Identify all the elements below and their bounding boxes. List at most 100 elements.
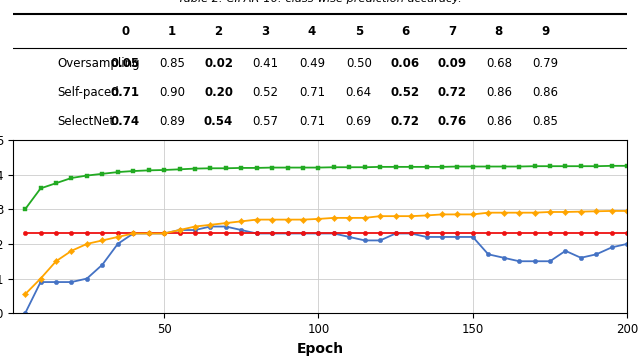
unlabeled confused bbox=[361, 216, 369, 220]
labeled confused bbox=[129, 231, 137, 236]
Text: 9: 9 bbox=[541, 25, 550, 38]
unlabeled confused bbox=[422, 213, 430, 218]
labeled confused bbox=[21, 311, 29, 315]
Text: 0.49: 0.49 bbox=[299, 57, 325, 70]
labeled confused bbox=[114, 242, 122, 246]
labeled minor bbox=[191, 231, 199, 236]
unlabeled confused bbox=[392, 214, 399, 218]
unlabeled minor bbox=[253, 166, 260, 170]
Text: 5: 5 bbox=[355, 25, 363, 38]
labeled minor bbox=[593, 231, 600, 236]
Text: 0.85: 0.85 bbox=[159, 57, 185, 70]
labeled confused bbox=[268, 231, 276, 236]
unlabeled confused bbox=[21, 292, 29, 296]
unlabeled confused bbox=[237, 219, 245, 224]
unlabeled minor bbox=[21, 207, 29, 211]
Text: 0.09: 0.09 bbox=[438, 57, 467, 70]
labeled minor bbox=[422, 231, 430, 236]
labeled minor bbox=[36, 231, 44, 236]
Text: 0.89: 0.89 bbox=[159, 115, 185, 128]
Text: 0.71: 0.71 bbox=[299, 115, 325, 128]
Line: unlabeled minor: unlabeled minor bbox=[23, 164, 629, 211]
labeled minor bbox=[546, 231, 554, 236]
unlabeled minor bbox=[407, 165, 415, 169]
unlabeled minor bbox=[392, 165, 399, 169]
unlabeled minor bbox=[222, 166, 230, 171]
Text: 0.86: 0.86 bbox=[532, 87, 559, 99]
unlabeled confused bbox=[500, 210, 508, 215]
Text: 6: 6 bbox=[401, 25, 410, 38]
labeled minor bbox=[407, 231, 415, 236]
unlabeled confused bbox=[515, 210, 523, 215]
unlabeled minor bbox=[68, 176, 76, 180]
unlabeled confused bbox=[608, 209, 616, 213]
labeled minor bbox=[392, 231, 399, 236]
labeled minor bbox=[330, 231, 338, 236]
unlabeled minor bbox=[99, 172, 106, 176]
Text: 0.52: 0.52 bbox=[252, 87, 278, 99]
labeled minor bbox=[515, 231, 523, 236]
labeled minor bbox=[222, 231, 230, 236]
unlabeled minor bbox=[500, 164, 508, 169]
unlabeled minor bbox=[129, 169, 137, 173]
unlabeled confused bbox=[253, 218, 260, 222]
unlabeled minor bbox=[361, 165, 369, 169]
unlabeled minor bbox=[330, 165, 338, 169]
unlabeled confused bbox=[160, 231, 168, 236]
unlabeled minor bbox=[438, 165, 446, 169]
Text: 0.85: 0.85 bbox=[532, 115, 559, 128]
labeled confused bbox=[438, 235, 446, 239]
labeled minor bbox=[454, 231, 461, 236]
unlabeled confused bbox=[546, 210, 554, 214]
unlabeled confused bbox=[438, 212, 446, 216]
Text: 4: 4 bbox=[308, 25, 316, 38]
unlabeled minor bbox=[268, 166, 276, 170]
labeled confused bbox=[376, 238, 384, 242]
labeled confused bbox=[407, 231, 415, 236]
Line: unlabeled confused: unlabeled confused bbox=[23, 209, 629, 297]
labeled confused bbox=[284, 231, 291, 236]
unlabeled minor bbox=[191, 167, 199, 171]
unlabeled confused bbox=[268, 218, 276, 222]
labeled minor bbox=[129, 231, 137, 236]
unlabeled confused bbox=[176, 228, 184, 232]
unlabeled minor bbox=[176, 167, 184, 172]
labeled confused bbox=[176, 228, 184, 232]
Text: 0.76: 0.76 bbox=[438, 115, 467, 128]
Text: 0.79: 0.79 bbox=[532, 57, 559, 70]
Text: 0.72: 0.72 bbox=[438, 87, 467, 99]
Text: 0.72: 0.72 bbox=[391, 115, 420, 128]
labeled confused bbox=[500, 256, 508, 260]
Text: 0.54: 0.54 bbox=[204, 115, 233, 128]
labeled confused bbox=[577, 256, 585, 260]
unlabeled confused bbox=[222, 221, 230, 225]
labeled confused bbox=[346, 235, 353, 239]
unlabeled minor bbox=[36, 186, 44, 190]
labeled confused bbox=[160, 231, 168, 236]
Text: 0.06: 0.06 bbox=[391, 57, 420, 70]
labeled minor bbox=[469, 231, 477, 236]
labeled minor bbox=[145, 231, 152, 236]
unlabeled minor bbox=[237, 166, 245, 170]
labeled confused bbox=[99, 263, 106, 267]
Text: SelectNet: SelectNet bbox=[58, 115, 115, 128]
labeled confused bbox=[207, 224, 214, 229]
labeled confused bbox=[484, 252, 492, 256]
labeled confused bbox=[83, 277, 91, 281]
Text: 2: 2 bbox=[214, 25, 223, 38]
labeled confused bbox=[330, 231, 338, 236]
Text: 0.86: 0.86 bbox=[486, 115, 512, 128]
unlabeled confused bbox=[191, 224, 199, 229]
labeled minor bbox=[608, 231, 616, 236]
unlabeled confused bbox=[299, 218, 307, 222]
labeled minor bbox=[484, 231, 492, 236]
labeled minor bbox=[623, 231, 631, 236]
Text: Oversampling: Oversampling bbox=[58, 57, 140, 70]
unlabeled confused bbox=[531, 210, 538, 215]
unlabeled minor bbox=[346, 165, 353, 169]
unlabeled confused bbox=[145, 231, 152, 236]
labeled minor bbox=[52, 231, 60, 236]
unlabeled minor bbox=[376, 165, 384, 169]
labeled minor bbox=[68, 231, 76, 236]
labeled minor bbox=[500, 231, 508, 236]
